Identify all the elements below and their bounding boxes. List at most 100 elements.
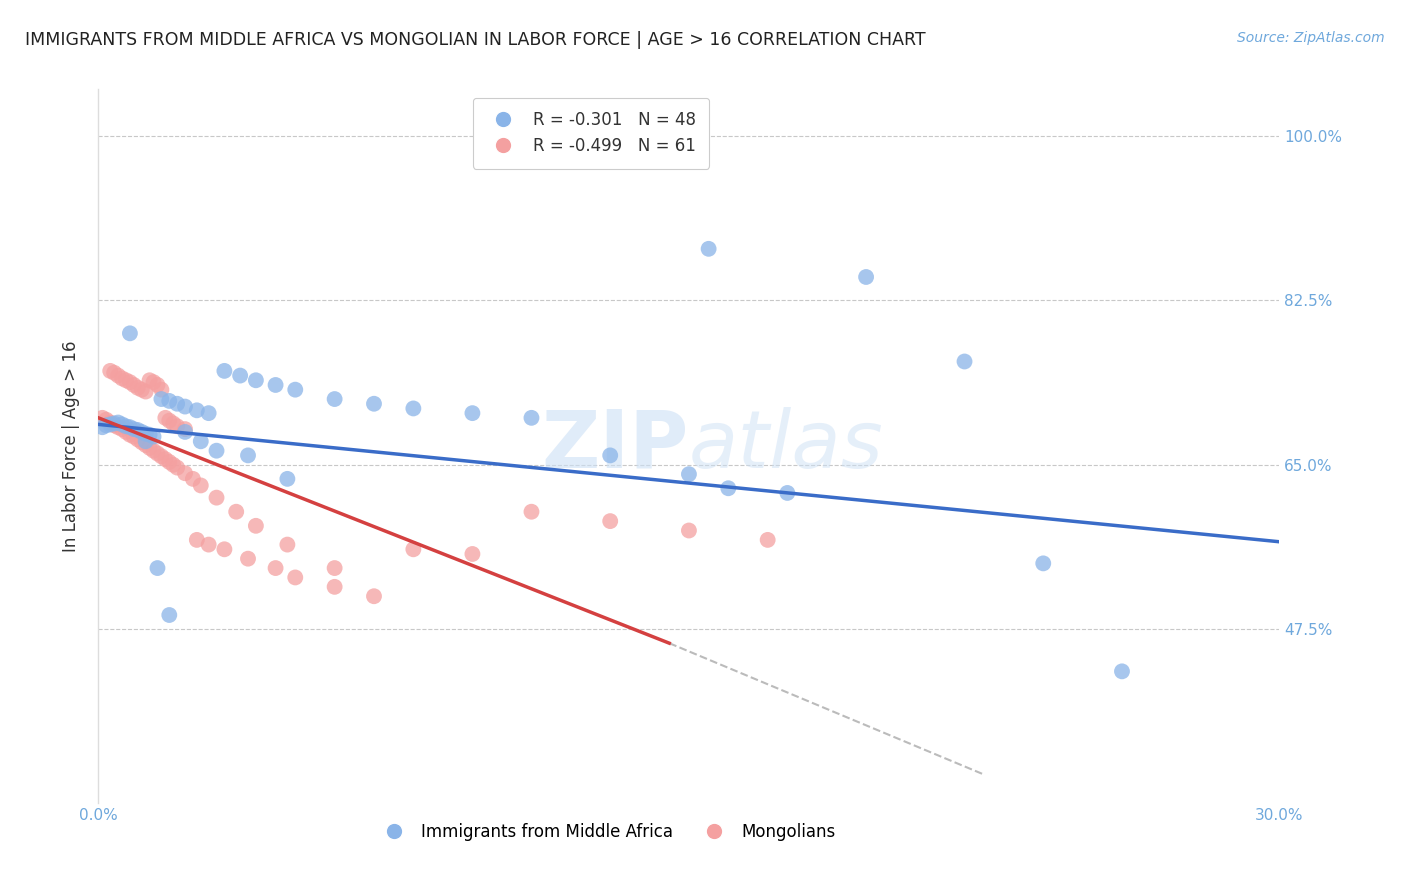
- Point: [157, 607, 180, 622]
- Point: [118, 375, 141, 389]
- Point: [122, 429, 145, 443]
- Point: [127, 381, 149, 395]
- Point: [1032, 557, 1054, 571]
- Point: [155, 452, 177, 467]
- Point: [122, 422, 145, 436]
- Point: [155, 410, 177, 425]
- Point: [146, 561, 169, 575]
- Point: [122, 378, 145, 392]
- Point: [146, 378, 169, 392]
- Point: [190, 478, 212, 492]
- Point: [599, 449, 621, 463]
- Point: [197, 538, 219, 552]
- Y-axis label: In Labor Force | Age > 16: In Labor Force | Age > 16: [62, 340, 80, 552]
- Legend: Immigrants from Middle Africa, Mongolians: Immigrants from Middle Africa, Mongolian…: [371, 817, 842, 848]
- Point: [953, 354, 976, 368]
- Point: [150, 383, 173, 397]
- Point: [103, 417, 125, 431]
- Point: [115, 425, 138, 439]
- Point: [225, 505, 247, 519]
- Point: [142, 375, 165, 389]
- Point: [107, 368, 129, 383]
- Point: [323, 392, 346, 406]
- Point: [162, 417, 184, 431]
- Point: [138, 427, 160, 442]
- Point: [205, 491, 228, 505]
- Point: [115, 419, 138, 434]
- Point: [776, 486, 799, 500]
- Point: [245, 373, 267, 387]
- Point: [98, 416, 121, 430]
- Point: [98, 417, 121, 432]
- Point: [520, 505, 543, 519]
- Point: [245, 518, 267, 533]
- Point: [96, 413, 118, 427]
- Point: [138, 373, 160, 387]
- Point: [135, 426, 157, 441]
- Point: [91, 420, 114, 434]
- Point: [157, 393, 180, 408]
- Point: [264, 561, 287, 575]
- Point: [599, 514, 621, 528]
- Point: [91, 410, 114, 425]
- Point: [276, 538, 298, 552]
- Point: [264, 378, 287, 392]
- Point: [142, 429, 165, 443]
- Point: [186, 533, 208, 547]
- Point: [363, 589, 385, 603]
- Point: [157, 414, 180, 428]
- Point: [402, 401, 425, 416]
- Point: [229, 368, 252, 383]
- Point: [174, 422, 197, 436]
- Point: [131, 425, 153, 439]
- Point: [717, 481, 740, 495]
- Point: [174, 400, 197, 414]
- Point: [214, 364, 236, 378]
- Point: [166, 419, 188, 434]
- Point: [103, 366, 125, 380]
- Point: [138, 441, 160, 455]
- Point: [118, 326, 141, 341]
- Point: [115, 373, 138, 387]
- Point: [190, 434, 212, 449]
- Text: Source: ZipAtlas.com: Source: ZipAtlas.com: [1237, 31, 1385, 45]
- Point: [111, 371, 134, 385]
- Point: [276, 472, 298, 486]
- Point: [174, 467, 197, 481]
- Point: [96, 418, 118, 433]
- Point: [107, 420, 129, 434]
- Point: [855, 270, 877, 285]
- Point: [146, 446, 169, 460]
- Point: [697, 242, 720, 256]
- Point: [166, 460, 188, 475]
- Point: [181, 472, 204, 486]
- Point: [150, 392, 173, 406]
- Point: [127, 423, 149, 437]
- Point: [520, 410, 543, 425]
- Point: [135, 434, 157, 449]
- Point: [127, 433, 149, 447]
- Point: [197, 406, 219, 420]
- Point: [150, 450, 173, 464]
- Point: [284, 570, 307, 584]
- Point: [174, 425, 197, 439]
- Point: [162, 458, 184, 472]
- Point: [103, 418, 125, 433]
- Point: [118, 427, 141, 442]
- Point: [214, 542, 236, 557]
- Point: [157, 455, 180, 469]
- Point: [236, 449, 259, 463]
- Text: ZIP: ZIP: [541, 407, 689, 485]
- Point: [166, 397, 188, 411]
- Point: [135, 384, 157, 399]
- Point: [98, 364, 121, 378]
- Text: IMMIGRANTS FROM MIDDLE AFRICA VS MONGOLIAN IN LABOR FORCE | AGE > 16 CORRELATION: IMMIGRANTS FROM MIDDLE AFRICA VS MONGOLI…: [25, 31, 927, 49]
- Point: [135, 438, 157, 452]
- Point: [111, 422, 134, 436]
- Point: [1111, 665, 1133, 679]
- Point: [107, 416, 129, 430]
- Point: [131, 383, 153, 397]
- Point: [461, 406, 484, 420]
- Point: [111, 417, 134, 432]
- Point: [205, 443, 228, 458]
